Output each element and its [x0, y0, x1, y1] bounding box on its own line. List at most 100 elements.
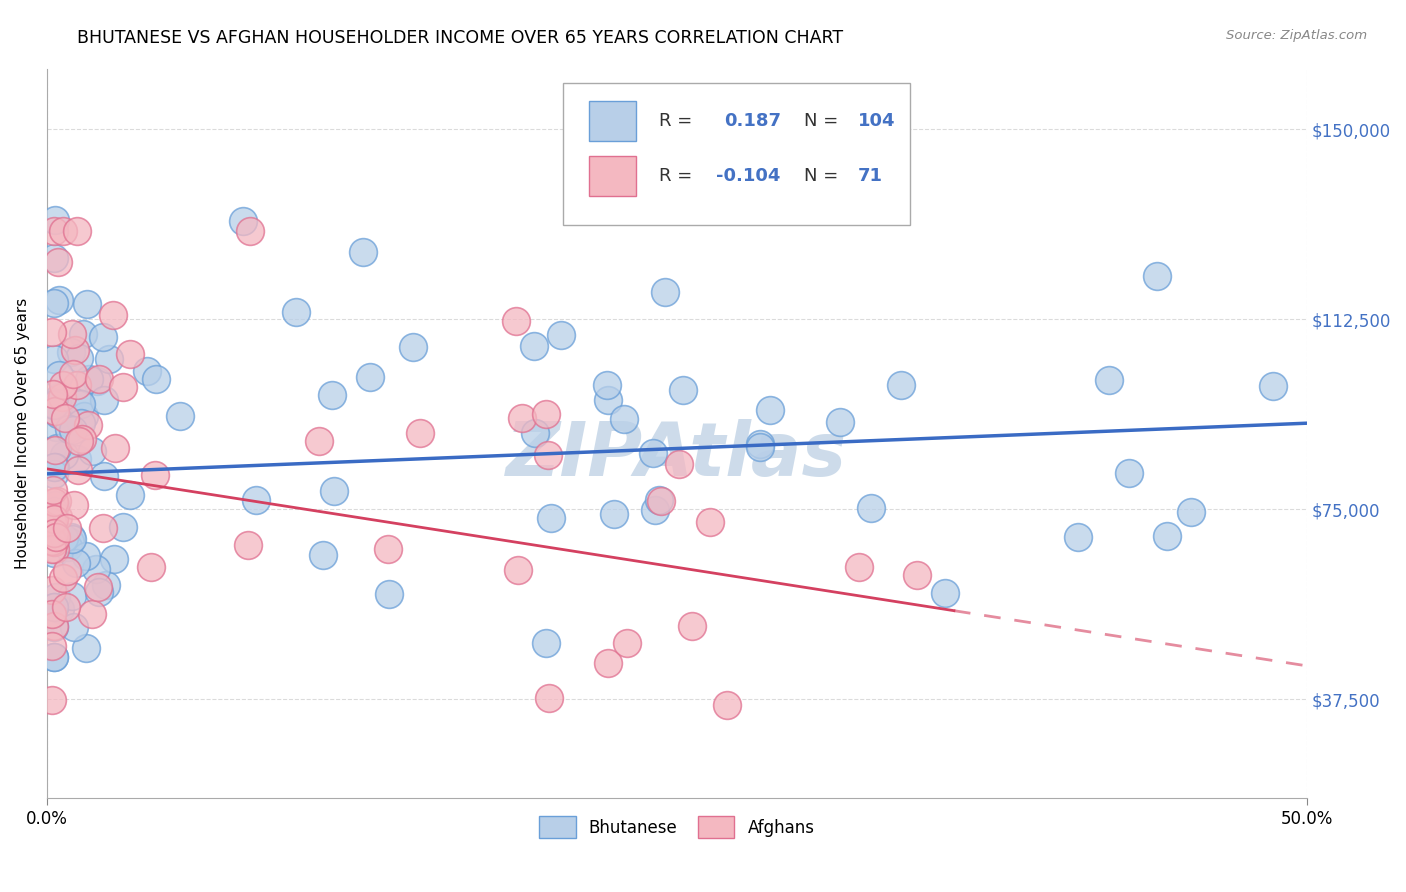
Point: [45, 530, 67, 544]
Point: [44, 460, 66, 475]
Point: [46, 494, 69, 508]
Point: [67, 463, 90, 477]
Point: [285, 304, 308, 318]
Point: [69, 397, 91, 411]
Point: [49, 602, 72, 616]
Point: [308, 434, 330, 449]
Point: [616, 636, 638, 650]
Point: [56, 564, 79, 578]
Point: [672, 383, 695, 397]
Point: [668, 457, 690, 471]
Point: [169, 409, 191, 423]
Point: [60, 532, 83, 546]
Point: [42, 534, 65, 549]
Point: [44, 494, 66, 508]
Point: [44, 443, 66, 458]
Point: [44, 213, 66, 227]
Point: [1180, 505, 1202, 519]
Point: [41, 582, 63, 597]
Point: [650, 494, 672, 508]
Point: [42, 526, 65, 541]
Point: [42, 483, 65, 497]
Point: [63, 498, 86, 512]
Point: [52, 224, 75, 238]
Point: [91, 521, 114, 535]
Point: [46, 396, 69, 410]
Text: -0.104: -0.104: [716, 167, 780, 186]
Point: [41, 515, 63, 529]
Point: [1097, 373, 1119, 387]
Point: [87, 580, 110, 594]
Point: [89, 372, 111, 386]
Point: [352, 245, 374, 260]
Point: [377, 542, 399, 557]
Point: [86, 562, 108, 576]
Point: [53, 411, 76, 425]
Point: [1156, 529, 1178, 543]
Point: [62, 367, 84, 381]
Point: [44, 620, 66, 634]
Point: [65, 343, 87, 357]
Point: [44, 404, 66, 418]
Point: [312, 548, 335, 562]
Point: [80, 607, 103, 622]
Point: [41, 640, 63, 654]
Point: [682, 619, 704, 633]
Point: [46, 510, 69, 524]
Point: [44, 504, 66, 518]
Point: [65, 452, 87, 467]
Point: [44, 398, 66, 412]
Point: [759, 403, 782, 417]
Point: [699, 515, 721, 529]
Point: [49, 389, 72, 403]
Point: [93, 393, 115, 408]
Point: [44, 397, 66, 411]
Point: [524, 425, 547, 440]
Point: [75, 641, 97, 656]
Point: [67, 396, 90, 410]
Point: [321, 388, 343, 402]
Point: [66, 224, 89, 238]
Point: [44, 252, 66, 266]
Point: [77, 372, 100, 386]
Point: [523, 339, 546, 353]
Point: [67, 434, 90, 448]
Point: [86, 375, 108, 389]
Point: [73, 409, 96, 424]
Point: [60, 327, 83, 342]
Point: [538, 691, 561, 706]
Point: [905, 568, 928, 582]
Point: [76, 417, 98, 432]
Y-axis label: Householder Income Over 65 years: Householder Income Over 65 years: [15, 298, 30, 569]
Point: [76, 297, 98, 311]
Point: [120, 488, 142, 502]
Point: [44, 295, 66, 310]
Point: [63, 620, 86, 634]
Point: [42, 386, 65, 401]
Point: [42, 224, 65, 238]
Point: [143, 467, 166, 482]
Point: [72, 327, 94, 342]
Point: [44, 512, 66, 526]
Point: [596, 393, 619, 408]
Point: [52, 571, 75, 585]
Point: [643, 446, 665, 460]
Point: [1146, 268, 1168, 283]
Point: [98, 352, 121, 367]
Point: [644, 503, 666, 517]
Point: [359, 369, 381, 384]
Point: [62, 423, 84, 437]
Point: [44, 398, 66, 412]
Point: [87, 585, 110, 599]
Point: [323, 484, 346, 499]
Point: [510, 411, 533, 425]
FancyBboxPatch shape: [589, 102, 637, 142]
Point: [1261, 378, 1284, 392]
Point: [44, 649, 66, 664]
Point: [93, 469, 115, 483]
Point: [55, 600, 77, 615]
Point: [236, 538, 259, 552]
Point: [848, 559, 870, 574]
Point: [41, 325, 63, 339]
Point: [378, 586, 401, 600]
